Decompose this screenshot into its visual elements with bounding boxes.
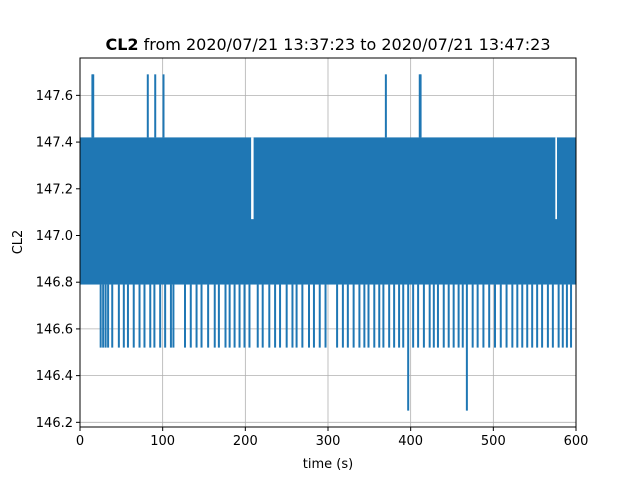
- y-tick-label-0: 146.2: [36, 416, 73, 431]
- x-tick-label-1: 100: [150, 434, 175, 449]
- x-axis-label: time (s): [303, 457, 353, 472]
- signal-band: [80, 137, 576, 285]
- x-tick-label-0: 0: [76, 434, 84, 449]
- band-gap-0: [251, 137, 254, 220]
- y-tick-label-2: 146.6: [36, 322, 73, 337]
- x-tick-label-5: 500: [481, 434, 506, 449]
- y-tick-label-1: 146.4: [36, 369, 73, 384]
- x-tick-label-4: 400: [398, 434, 423, 449]
- band-gap-1: [555, 137, 557, 220]
- x-tick-label-3: 300: [316, 434, 341, 449]
- x-tick-label-2: 200: [233, 434, 258, 449]
- y-tick-label-6: 147.4: [36, 136, 73, 151]
- y-tick-label-7: 147.6: [36, 89, 73, 104]
- chart-title-bold: CL2: [105, 35, 138, 54]
- y-tick-label-4: 147.0: [36, 229, 73, 244]
- chart-title: CL2 from 2020/07/21 13:37:23 to 2020/07/…: [105, 35, 550, 54]
- y-tick-label-5: 147.2: [36, 182, 73, 197]
- y-axis-label: CL2: [11, 230, 26, 255]
- x-tick-label-6: 600: [564, 434, 589, 449]
- chart-title-rest: from 2020/07/21 13:37:23 to 2020/07/21 1…: [139, 35, 551, 54]
- axis-ticks: 0 100 200 300 400 500 600 146.2 146.4 146.6 146.8 1…: [36, 89, 589, 449]
- data-series: [80, 74, 576, 411]
- y-tick-label-3: 146.8: [36, 276, 73, 291]
